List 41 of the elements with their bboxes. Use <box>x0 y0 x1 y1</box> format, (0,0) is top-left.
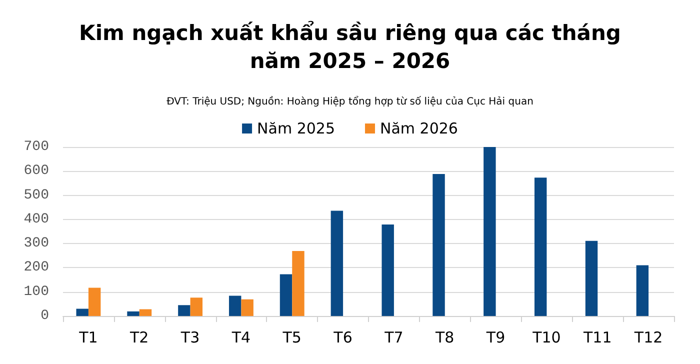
x-tick-label: T6 <box>332 328 352 346</box>
bar <box>484 147 496 316</box>
legend-label: Năm 2026 <box>380 120 458 138</box>
x-tick-label: T2 <box>129 328 149 346</box>
x-tick-label: T5 <box>282 328 302 346</box>
y-tick-label: 0 <box>40 308 49 324</box>
bar <box>139 309 152 316</box>
bar <box>190 298 203 316</box>
bar <box>330 210 344 316</box>
y-tick-label: 400 <box>24 211 49 228</box>
y-tick-label: 500 <box>24 187 49 204</box>
bar <box>127 311 140 316</box>
x-tick-label: T12 <box>633 328 663 346</box>
bar <box>178 305 190 316</box>
bar <box>241 299 254 316</box>
bar <box>432 174 445 316</box>
x-tick-label: T3 <box>180 328 200 346</box>
bar <box>228 296 242 316</box>
bar <box>76 308 88 316</box>
bar <box>636 265 649 316</box>
x-tick-label: T1 <box>78 328 98 346</box>
chart-title: Kim ngạch xuất khẩu sầu riêng qua các tháng năm 2025 – 2026 <box>79 20 621 73</box>
y-tick-label: 100 <box>24 284 49 300</box>
x-tick-label: T10 <box>532 328 561 346</box>
y-tick-label: 300 <box>24 236 49 252</box>
bar <box>280 274 292 316</box>
x-tick-label: T9 <box>485 328 506 346</box>
x-tick-label: T8 <box>434 328 454 346</box>
chart-subtitle: ĐVT: Triệu USD; Nguồn: Hoàng Hiệp tổng hợp từ số liệu của Cục Hải quan <box>166 96 534 108</box>
bar <box>382 224 394 316</box>
x-tick-label: T7 <box>384 328 404 346</box>
y-tick-label: 600 <box>24 163 49 180</box>
bar <box>585 240 598 316</box>
y-tick-label: 200 <box>24 260 49 276</box>
legend-label: Năm 2025 <box>257 120 335 138</box>
bar <box>292 251 304 316</box>
bar <box>88 288 101 316</box>
x-tick-label: T11 <box>582 328 612 346</box>
bar <box>534 178 547 316</box>
y-tick-label: 700 <box>24 139 49 155</box>
x-tick-label: T4 <box>230 328 251 346</box>
